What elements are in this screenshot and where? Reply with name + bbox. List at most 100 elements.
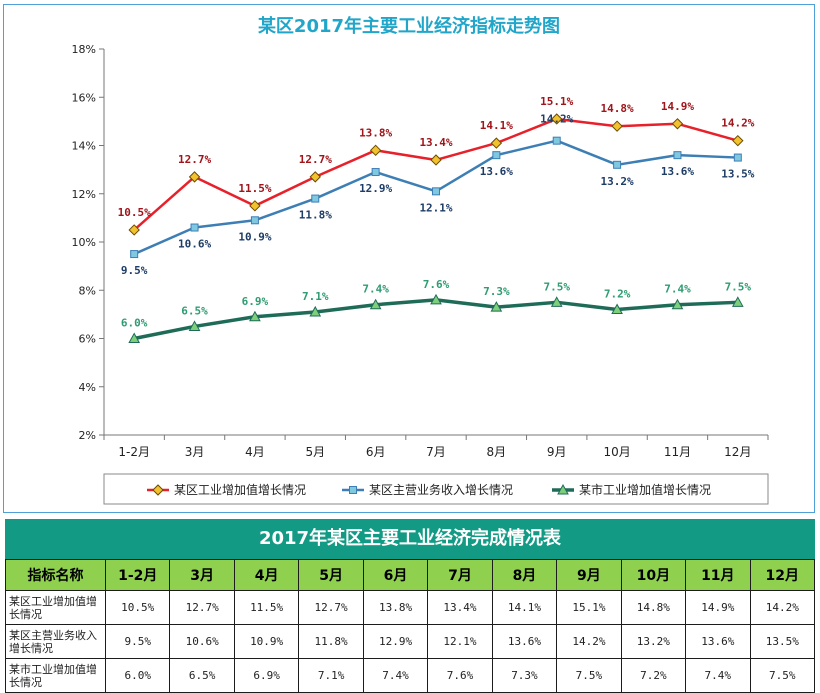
data-label: 14.2% xyxy=(721,117,754,130)
x-tick-label: 7月 xyxy=(426,445,446,459)
chart-frame: 某区2017年主要工业经济指标走势图 2% 4% 6% 8% 10% 12% 14% 16% 18… xyxy=(3,4,815,513)
table-cell: 13.4% xyxy=(427,590,493,625)
data-point xyxy=(371,168,380,177)
table-cell: 13.6% xyxy=(685,624,751,659)
data-label: 7.2% xyxy=(604,288,631,301)
data-point xyxy=(309,171,321,183)
chart-title: 某区2017年主要工业经济指标走势图 xyxy=(258,15,560,37)
table-cell: 7.1% xyxy=(298,658,364,693)
data-point xyxy=(671,118,684,130)
table-cell: 13.2% xyxy=(620,624,687,659)
data-label: 6.9% xyxy=(242,295,269,308)
y-tick-label: 14% xyxy=(72,140,96,153)
data-label: 13.8% xyxy=(359,126,392,139)
data-label: 11.5% xyxy=(238,182,271,195)
table-cell: 7.5% xyxy=(749,658,816,693)
data-point xyxy=(551,113,563,125)
x-tick-label: 11月 xyxy=(664,445,691,459)
data-label: 7.4% xyxy=(664,283,691,296)
table-cell: 7.3% xyxy=(491,658,558,693)
table-cell: 14.8% xyxy=(620,590,687,625)
header-month: 6月 xyxy=(362,559,429,591)
table-cell: 15.1% xyxy=(556,590,622,625)
legend-box xyxy=(103,473,769,505)
table-cell: 6.0% xyxy=(104,658,171,693)
data-label: 12.9% xyxy=(359,182,392,195)
table-cell: 10.5% xyxy=(104,590,171,625)
legend-marker xyxy=(557,483,569,495)
x-tick-label: 8月 xyxy=(487,445,507,459)
table-cell: 14.2% xyxy=(749,590,816,625)
table-cell: 12.9% xyxy=(362,624,429,659)
header-month: 1-2月 xyxy=(104,559,171,591)
y-tick-label: 4% xyxy=(79,381,96,394)
x-tick-label: 12月 xyxy=(724,445,751,459)
table-cell: 9.5% xyxy=(104,624,171,659)
table-cell: 10.9% xyxy=(233,624,300,659)
header-month: 4月 xyxy=(233,559,300,591)
data-point xyxy=(430,293,442,305)
row-label: 某区主营业务收入增长情况 xyxy=(5,624,106,659)
data-point xyxy=(369,298,382,310)
data-point xyxy=(731,296,744,307)
data-label: 12.7% xyxy=(178,153,211,166)
legend-label: 某市工业增加值增长情况 xyxy=(579,482,711,497)
series-line xyxy=(133,298,738,341)
summary-table-panel: 2017年某区主要工业经济完成情况表 指标名称 1-2月 3月 4月 5月 6月… xyxy=(5,519,816,693)
data-label: 9.5% xyxy=(121,264,148,277)
y-tick-label: 16% xyxy=(72,91,96,104)
data-point xyxy=(611,303,623,315)
table-cell: 12.7% xyxy=(298,590,364,625)
table-cell: 6.5% xyxy=(169,658,235,693)
data-label: 14.2% xyxy=(540,113,573,126)
x-tick-label: 6月 xyxy=(366,445,386,459)
y-tick-label: 12% xyxy=(72,188,96,201)
x-tick-label: 3月 xyxy=(185,445,205,459)
data-point xyxy=(188,171,201,183)
table-cell: 13.8% xyxy=(362,590,429,625)
table-row: 某区工业增加值增长情况 10.5% 12.7% 11.5% 12.7% 13.8… xyxy=(5,590,816,625)
data-label: 15.1% xyxy=(540,95,573,108)
data-point xyxy=(128,224,140,236)
data-point xyxy=(430,154,442,166)
data-label: 6.0% xyxy=(121,317,148,330)
data-point xyxy=(188,320,201,331)
table-cell: 14.2% xyxy=(556,624,622,659)
data-label: 14.9% xyxy=(661,100,694,113)
table-cell: 13.5% xyxy=(749,624,816,659)
data-label: 10.5% xyxy=(118,206,151,219)
table-header-row: 指标名称 1-2月 3月 4月 5月 6月 7月 8月 9月 10月 11月 1… xyxy=(5,559,816,591)
data-point xyxy=(492,151,501,160)
table-cell: 10.6% xyxy=(169,624,235,659)
data-point xyxy=(190,223,199,232)
data-point xyxy=(369,144,382,157)
y-tick-label: 10% xyxy=(72,236,96,249)
header-month: 12月 xyxy=(749,559,816,591)
table-cell: 11.8% xyxy=(298,624,364,659)
y-tick-label: 2% xyxy=(79,429,96,442)
row-label: 某区工业增加值增长情况 xyxy=(5,590,106,625)
row-label: 某市工业增加值增长情况 xyxy=(5,658,106,693)
table-cell: 12.7% xyxy=(169,590,235,625)
data-point xyxy=(249,200,261,212)
data-point xyxy=(613,160,622,169)
data-label: 7.5% xyxy=(725,280,752,293)
data-point xyxy=(432,187,440,196)
header-month: 8月 xyxy=(491,559,558,591)
data-point xyxy=(550,296,563,307)
data-label: 7.1% xyxy=(302,290,329,303)
data-label: 11.8% xyxy=(299,209,332,222)
table-cell: 7.4% xyxy=(362,658,429,693)
table-cell: 13.6% xyxy=(491,624,558,659)
header-month: 10月 xyxy=(620,559,687,591)
y-tick-label: 8% xyxy=(79,284,96,297)
data-label: 13.5% xyxy=(721,168,754,181)
header-month: 9月 xyxy=(556,559,622,591)
data-point xyxy=(733,153,742,162)
data-point xyxy=(490,301,503,312)
data-point xyxy=(250,216,259,225)
trend-chart: 某区2017年主要工业经济指标走势图 2% 4% 6% 8% 10% 12% 14% 16% 18… xyxy=(72,15,769,505)
legend-label: 某区主营业务收入增长情况 xyxy=(369,482,513,497)
x-tick-label: 1-2月 xyxy=(118,445,150,459)
header-month: 3月 xyxy=(169,559,235,591)
